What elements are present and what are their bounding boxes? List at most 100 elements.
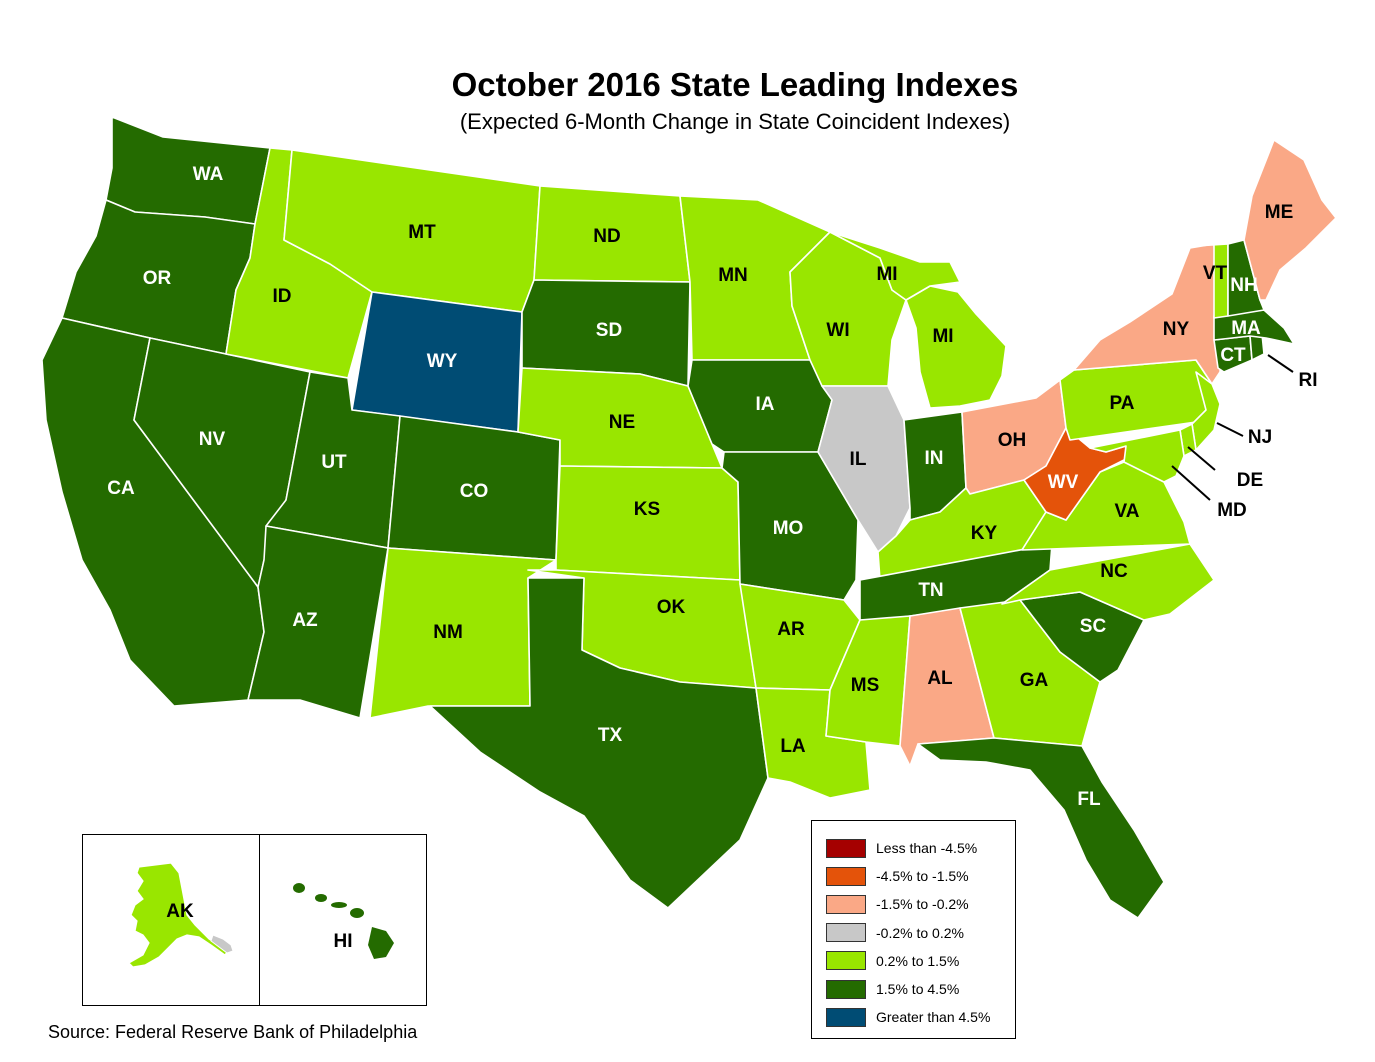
state-label-ok: OK [657, 597, 686, 618]
state-ks [555, 465, 741, 581]
state-nj [1191, 371, 1221, 451]
legend-item: 0.2% to 1.5% [826, 947, 1015, 975]
state-label-nd: ND [593, 226, 620, 247]
state-label-or: OR [143, 268, 172, 289]
state-label-nh: NH [1230, 275, 1257, 296]
state-label-ia: IA [756, 394, 775, 415]
hawaii-island-molokai [331, 902, 347, 908]
state-hi [293, 883, 394, 959]
state-md [1089, 429, 1185, 483]
state-label-de: DE [1237, 470, 1263, 491]
leader-line-de [1187, 446, 1216, 471]
legend-label: 0.2% to 1.5% [876, 952, 960, 969]
legend-swatch [826, 979, 866, 999]
hawaii-island-oahu [315, 894, 327, 902]
state-label-md: MD [1217, 500, 1247, 521]
state-label-fl: FL [1077, 789, 1101, 810]
state-nc [1001, 543, 1215, 621]
legend-item: Less than -4.5% [826, 834, 1015, 862]
state-tx [429, 577, 769, 909]
state-label-ne: NE [609, 412, 635, 433]
alaska-gray-region [210, 934, 234, 954]
state-label-nj: NJ [1248, 427, 1272, 448]
hawaii-inset-map: HI [293, 883, 394, 959]
state-label-ks: KS [634, 499, 660, 520]
state-label-ca: CA [107, 478, 135, 499]
state-label-tn: TN [918, 580, 943, 601]
hawaii-island-kauai [293, 883, 305, 893]
state-label-al: AL [927, 668, 953, 689]
state-label-ri: RI [1299, 370, 1318, 391]
state-label-ma: MA [1231, 318, 1261, 339]
state-label-la: LA [780, 736, 806, 757]
state-label-in: IN [925, 448, 944, 469]
state-label-sc: SC [1080, 616, 1107, 637]
leader-line-md [1171, 465, 1211, 501]
state-label-ak: AK [166, 901, 194, 922]
state-label-wi: WI [826, 320, 849, 341]
state-label-wa: WA [193, 164, 224, 185]
state-label-mi: MI [932, 326, 953, 347]
legend-swatch [826, 923, 866, 943]
alaska-inset: AK [82, 834, 260, 1006]
state-label-tx: TX [598, 725, 623, 746]
legend-swatch [826, 866, 866, 886]
state-label-mo: MO [773, 518, 804, 539]
legend-label: Less than -4.5% [876, 840, 978, 857]
state-mi [905, 285, 1007, 409]
state-labels: WA OR CA NV ID MT WY UT AZ CO NM ND SD NE KS OK TX MN IA MO… [107, 164, 1317, 810]
legend-swatch [826, 1007, 866, 1027]
state-label-ar: AR [777, 619, 805, 640]
legend-label: -1.5% to -0.2% [876, 896, 969, 913]
legend-swatch [826, 894, 866, 914]
state-ak [128, 862, 230, 968]
state-label-wv: WV [1048, 472, 1079, 493]
state-vt [1195, 243, 1229, 319]
state-label-va: VA [1115, 501, 1140, 522]
state-ny [1073, 243, 1223, 385]
state-label-sd: SD [596, 320, 622, 341]
state-label-wy: WY [427, 351, 458, 372]
state-az [247, 525, 389, 719]
state-label-nv: NV [199, 429, 226, 450]
map-subtitle: (Expected 6-Month Change in State Coinci… [459, 109, 1011, 134]
legend-label: Greater than 4.5% [876, 1009, 991, 1026]
hawaii-island-maui [350, 908, 364, 918]
state-label-ms: MS [851, 675, 880, 696]
hawaii-island-big [368, 927, 394, 959]
leader-line-nj [1216, 422, 1244, 437]
legend-item: -4.5% to -1.5% [826, 862, 1015, 890]
legend: Less than -4.5% -4.5% to -1.5% -1.5% to -0… [811, 820, 1016, 1039]
legend-item: 1.5% to 4.5% [826, 975, 1015, 1003]
legend-label: -4.5% to -1.5% [876, 868, 969, 885]
legend-label: 1.5% to 4.5% [876, 981, 960, 998]
state-shapes [41, 116, 1337, 919]
state-wa [105, 116, 271, 225]
state-label-ut: UT [321, 452, 347, 473]
state-me [1243, 139, 1337, 301]
state-label-id: ID [273, 286, 292, 307]
state-label-ky: KY [971, 523, 998, 544]
legend-item: -0.2% to 0.2% [826, 919, 1015, 947]
state-label-co: CO [460, 481, 489, 502]
state-label-nc: NC [1100, 561, 1128, 582]
state-label-me: ME [1265, 202, 1294, 223]
state-label-mi-up: MI [876, 264, 897, 285]
state-fl [917, 737, 1165, 919]
state-label-ct: CT [1220, 345, 1246, 366]
state-label-hi: HI [334, 931, 353, 952]
legend-label: -0.2% to 0.2% [876, 924, 964, 941]
state-label-vt: VT [1203, 263, 1228, 284]
legend-swatch [826, 951, 866, 971]
source-note: Source: Federal Reserve Bank of Philadel… [48, 1022, 418, 1042]
state-label-nm: NM [433, 622, 463, 643]
state-nh [1227, 239, 1265, 317]
state-label-mn: MN [718, 265, 748, 286]
state-label-oh: OH [998, 430, 1027, 451]
state-label-mt: MT [408, 222, 436, 243]
callout-leaders [1171, 354, 1294, 501]
legend-item: Greater than 4.5% [826, 1003, 1015, 1031]
alaska-inset-map: AK [128, 862, 234, 968]
map-title: October 2016 State Leading Indexes [451, 66, 1019, 103]
